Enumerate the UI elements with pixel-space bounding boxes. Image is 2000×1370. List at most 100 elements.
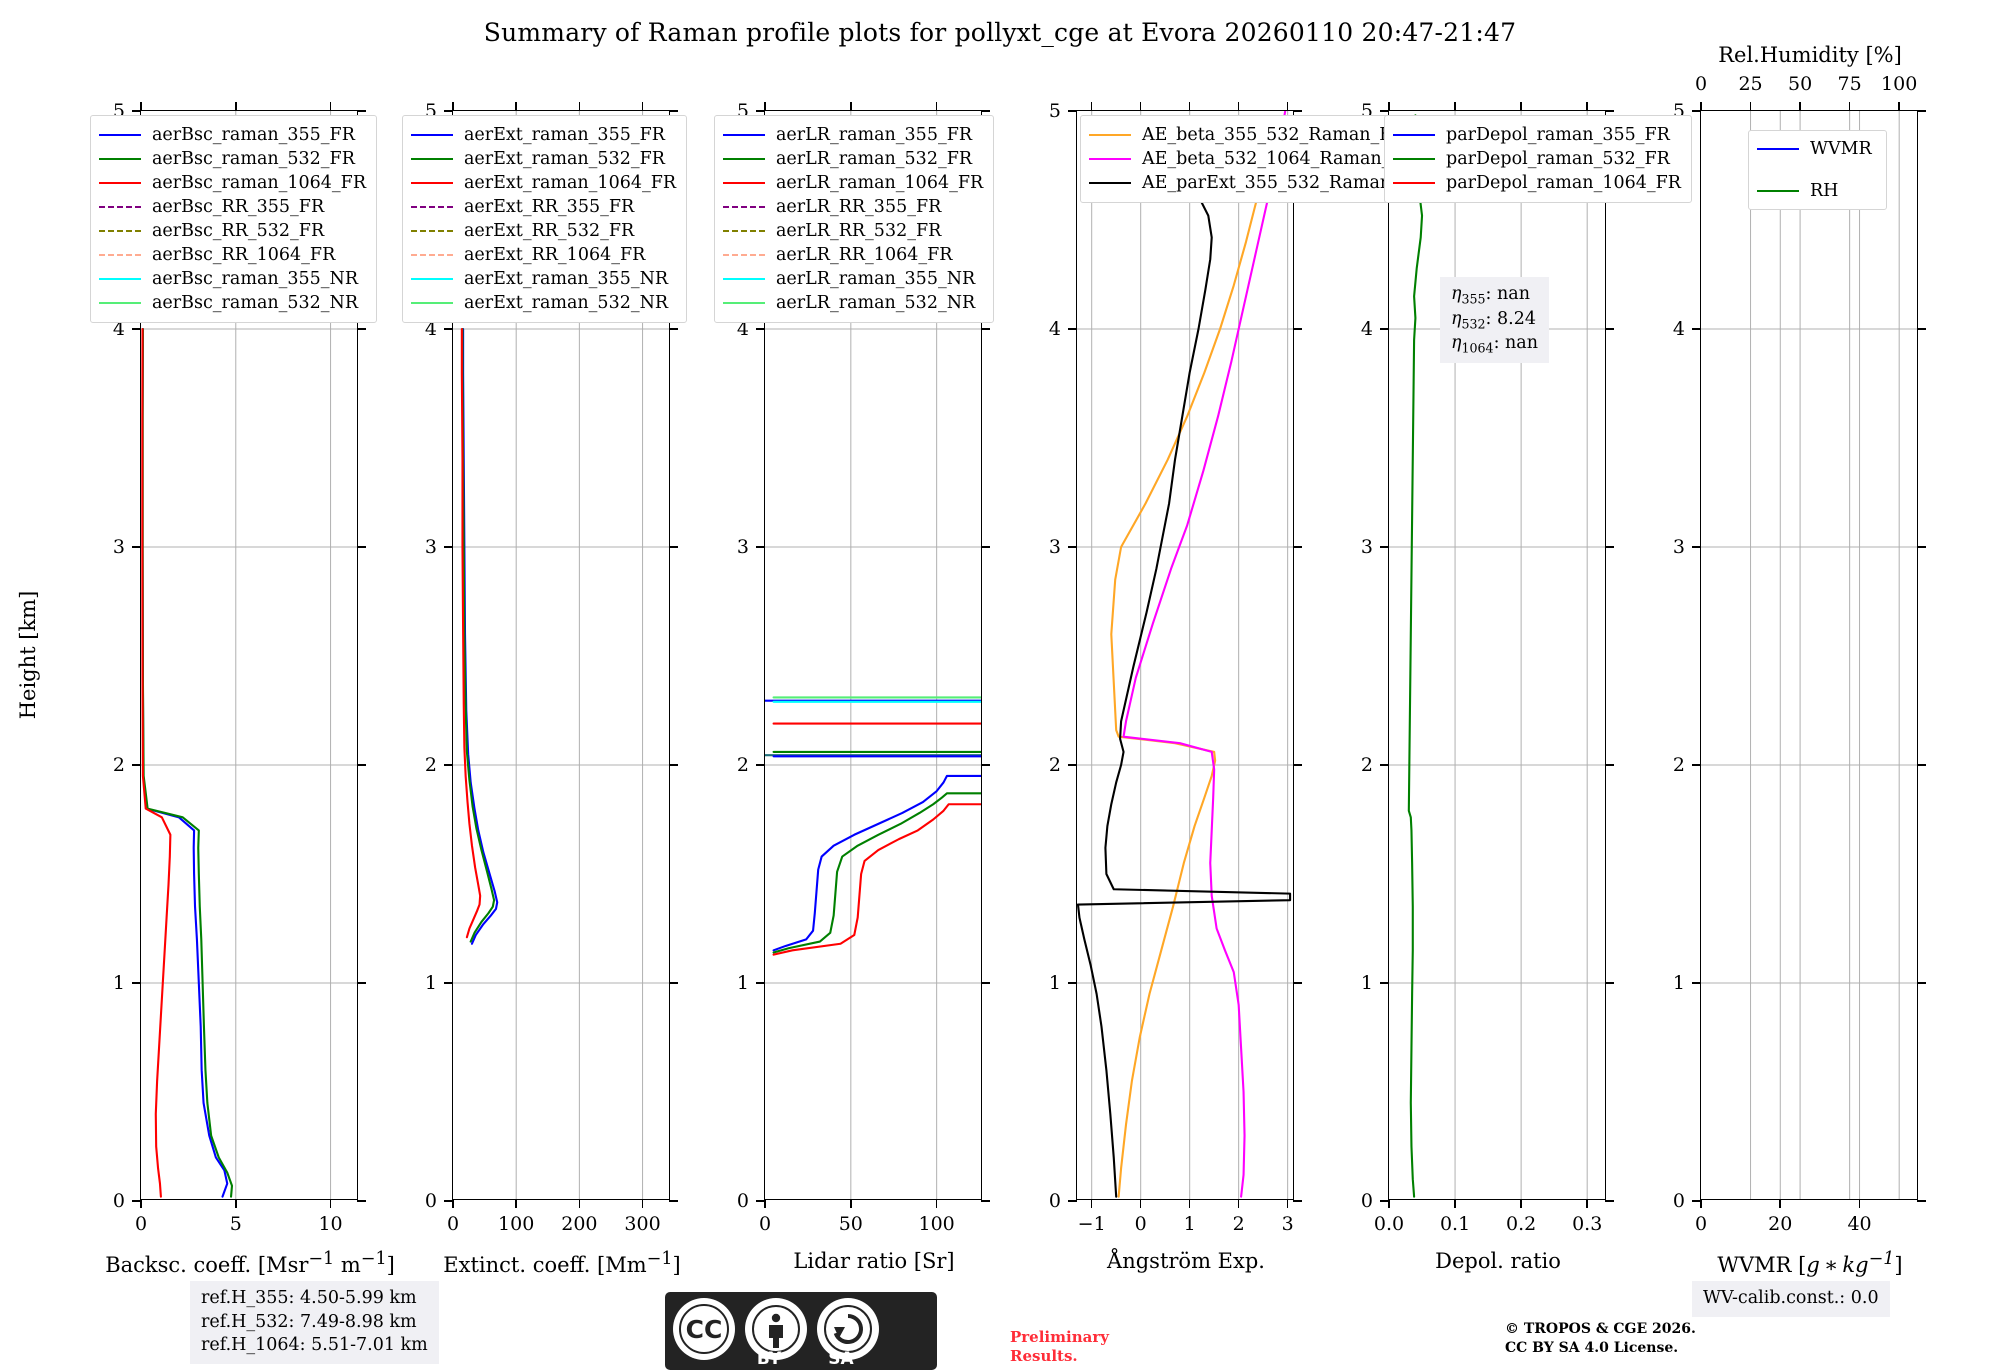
legend-panel-3[interactable]: aerLR_raman_355_FR aerLR_raman_532_FR aerL… <box>714 115 995 323</box>
y-tick-right <box>1293 546 1302 548</box>
legend-swatch-line <box>99 134 141 136</box>
top-x-tick <box>641 102 644 111</box>
series-aerExt_raman_532_FR <box>461 327 496 943</box>
legend-item[interactable]: aerExt_raman_532_NR <box>411 291 676 315</box>
top-x-tick-label: 25 <box>1738 73 1763 95</box>
top-x-tick-label: 0 <box>1694 73 1708 95</box>
y-tick-label: 1 <box>424 972 437 994</box>
legend-item[interactable]: aerBsc_raman_355_NR <box>99 267 366 291</box>
legend-item[interactable]: aerExt_raman_532_FR <box>411 147 676 171</box>
legend-panel-4[interactable]: AE_beta_355_532_Raman_FR AE_beta_532_1064… <box>1080 115 1437 203</box>
series-AE_beta_532_1064_Raman_FR <box>1122 111 1287 1198</box>
x-tick-label: 0 <box>758 1213 772 1235</box>
plot-panel-5: 0.0 0.1 0.2 0.3 0 1 2 3 4 5 Depol. ratio <box>1361 100 1614 1273</box>
y-tick-right <box>1605 110 1614 112</box>
y-tick-right <box>1293 110 1302 112</box>
y-tick-right <box>1917 1200 1926 1202</box>
legend-item[interactable]: WVMR <box>1757 137 1872 161</box>
cc-circle-icon: CC <box>673 1298 735 1360</box>
series-AE_parExt_355_532_Raman_FR <box>1077 162 1292 1198</box>
legend-item[interactable]: aerLR_raman_532_FR <box>723 147 983 171</box>
x-tick-label: 100 <box>498 1213 535 1235</box>
legend-panel-2[interactable]: aerExt_raman_355_FR aerExt_raman_532_FR ae… <box>402 115 688 323</box>
cc-license-badge[interactable]: CC BY SA <box>665 1292 937 1370</box>
top-x-tick <box>1520 102 1522 111</box>
top-x-tick-label: 75 <box>1837 73 1862 95</box>
legend-item[interactable]: aerLR_raman_532_NR <box>723 291 983 315</box>
legend-label: aerExt_raman_532_FR <box>464 149 665 169</box>
legend-panel-5[interactable]: parDepol_raman_355_FR parDepol_raman_532_… <box>1384 115 1692 203</box>
legend-item[interactable]: aerBsc_RR_1064_FR <box>99 243 366 267</box>
legend-label: aerLR_raman_532_NR <box>776 293 976 313</box>
legend-swatch-line <box>723 230 765 232</box>
legend-item[interactable]: aerExt_raman_355_NR <box>411 267 676 291</box>
legend-item[interactable]: aerLR_RR_532_FR <box>723 219 983 243</box>
top-x-tick <box>1388 102 1390 111</box>
legend-item[interactable]: aerBsc_RR_532_FR <box>99 219 366 243</box>
legend-swatch-line <box>723 182 765 184</box>
y-tick-label: 0 <box>112 1190 125 1212</box>
legend-item[interactable]: aerLR_raman_355_FR <box>723 123 983 147</box>
legend-swatch-line <box>723 134 765 136</box>
legend-swatch-line <box>411 134 453 136</box>
x-tick-label: 0.0 <box>1373 1213 1405 1235</box>
wv-calib-text: WV-calib.const.: 0.0 <box>1703 1288 1879 1308</box>
x-axis-title: WVMR [g ∗ kg−1] <box>1717 1249 1903 1277</box>
y-tick-label: 5 <box>1048 100 1061 122</box>
y-tick <box>132 328 141 330</box>
x-tick <box>1237 1199 1240 1208</box>
plot-area <box>1389 111 1605 1199</box>
top-x-tick <box>1090 102 1093 111</box>
legend-item[interactable]: aerLR_RR_355_FR <box>723 195 983 219</box>
legend-item[interactable]: aerBsc_raman_355_FR <box>99 123 366 147</box>
y-axis-title: Height [km] <box>16 590 40 720</box>
x-tick <box>1858 1199 1861 1208</box>
y-tick-right <box>1605 328 1614 330</box>
y-tick-right <box>357 1200 366 1202</box>
y-tick <box>1068 982 1077 984</box>
x-tick-label: 200 <box>561 1213 598 1235</box>
legend-item[interactable]: parDepol_raman_532_FR <box>1393 147 1681 171</box>
legend-swatch-line <box>411 158 453 160</box>
legend-item[interactable]: aerExt_raman_355_FR <box>411 123 676 147</box>
series-aerLR_raman_1064_FR <box>772 722 981 956</box>
legend-panel-6[interactable]: WVMR RH <box>1748 130 1887 210</box>
legend-item[interactable]: aerBsc_raman_532_FR <box>99 147 366 171</box>
legend-item[interactable]: aerBsc_RR_355_FR <box>99 195 366 219</box>
y-tick <box>1068 764 1077 766</box>
legend-label: aerLR_RR_532_FR <box>776 221 942 241</box>
legend-item[interactable]: aerExt_raman_1064_FR <box>411 171 676 195</box>
legend-item[interactable]: parDepol_raman_1064_FR <box>1393 171 1681 195</box>
y-tick-label: 4 <box>1048 318 1061 340</box>
x-tick <box>935 1199 938 1208</box>
legend-swatch-line <box>411 278 453 280</box>
legend-item[interactable]: aerExt_RR_1064_FR <box>411 243 676 267</box>
y-tick <box>444 982 453 984</box>
wv-calib-box: WV-calib.const.: 0.0 <box>1692 1281 1890 1317</box>
y-tick-right <box>669 110 678 112</box>
legend-swatch-line <box>1393 158 1435 160</box>
top-x-tick <box>452 102 454 111</box>
y-tick-label: 2 <box>1048 754 1061 776</box>
y-tick <box>444 328 453 330</box>
series-aerExt_raman_355_FR <box>462 327 499 945</box>
legend-item[interactable]: AE_parExt_355_532_Raman_FR <box>1089 171 1425 195</box>
legend-item[interactable]: aerBsc_raman_532_NR <box>99 291 366 315</box>
top-x-tick <box>1700 102 1702 111</box>
legend-item[interactable]: aerBsc_raman_1064_FR <box>99 171 366 195</box>
y-tick <box>1380 546 1389 548</box>
legend-item[interactable]: aerLR_raman_355_NR <box>723 267 983 291</box>
cc-sa-share-alike-icon <box>817 1298 879 1360</box>
legend-item[interactable]: aerLR_RR_1064_FR <box>723 243 983 267</box>
legend-item[interactable]: AE_beta_355_532_Raman_FR <box>1089 123 1425 147</box>
legend-item[interactable]: RH <box>1757 179 1872 203</box>
legend-item[interactable]: parDepol_raman_355_FR <box>1393 123 1681 147</box>
x-tick <box>140 1199 142 1208</box>
legend-item[interactable]: AE_beta_532_1064_Raman_FR <box>1089 147 1425 171</box>
top-x-tick <box>1188 102 1191 111</box>
legend-item[interactable]: aerExt_RR_532_FR <box>411 219 676 243</box>
legend-panel-1[interactable]: aerBsc_raman_355_FR aerBsc_raman_532_FR ae… <box>90 115 377 323</box>
y-tick <box>1380 764 1389 766</box>
legend-item[interactable]: aerLR_raman_1064_FR <box>723 171 983 195</box>
legend-item[interactable]: aerExt_RR_355_FR <box>411 195 676 219</box>
